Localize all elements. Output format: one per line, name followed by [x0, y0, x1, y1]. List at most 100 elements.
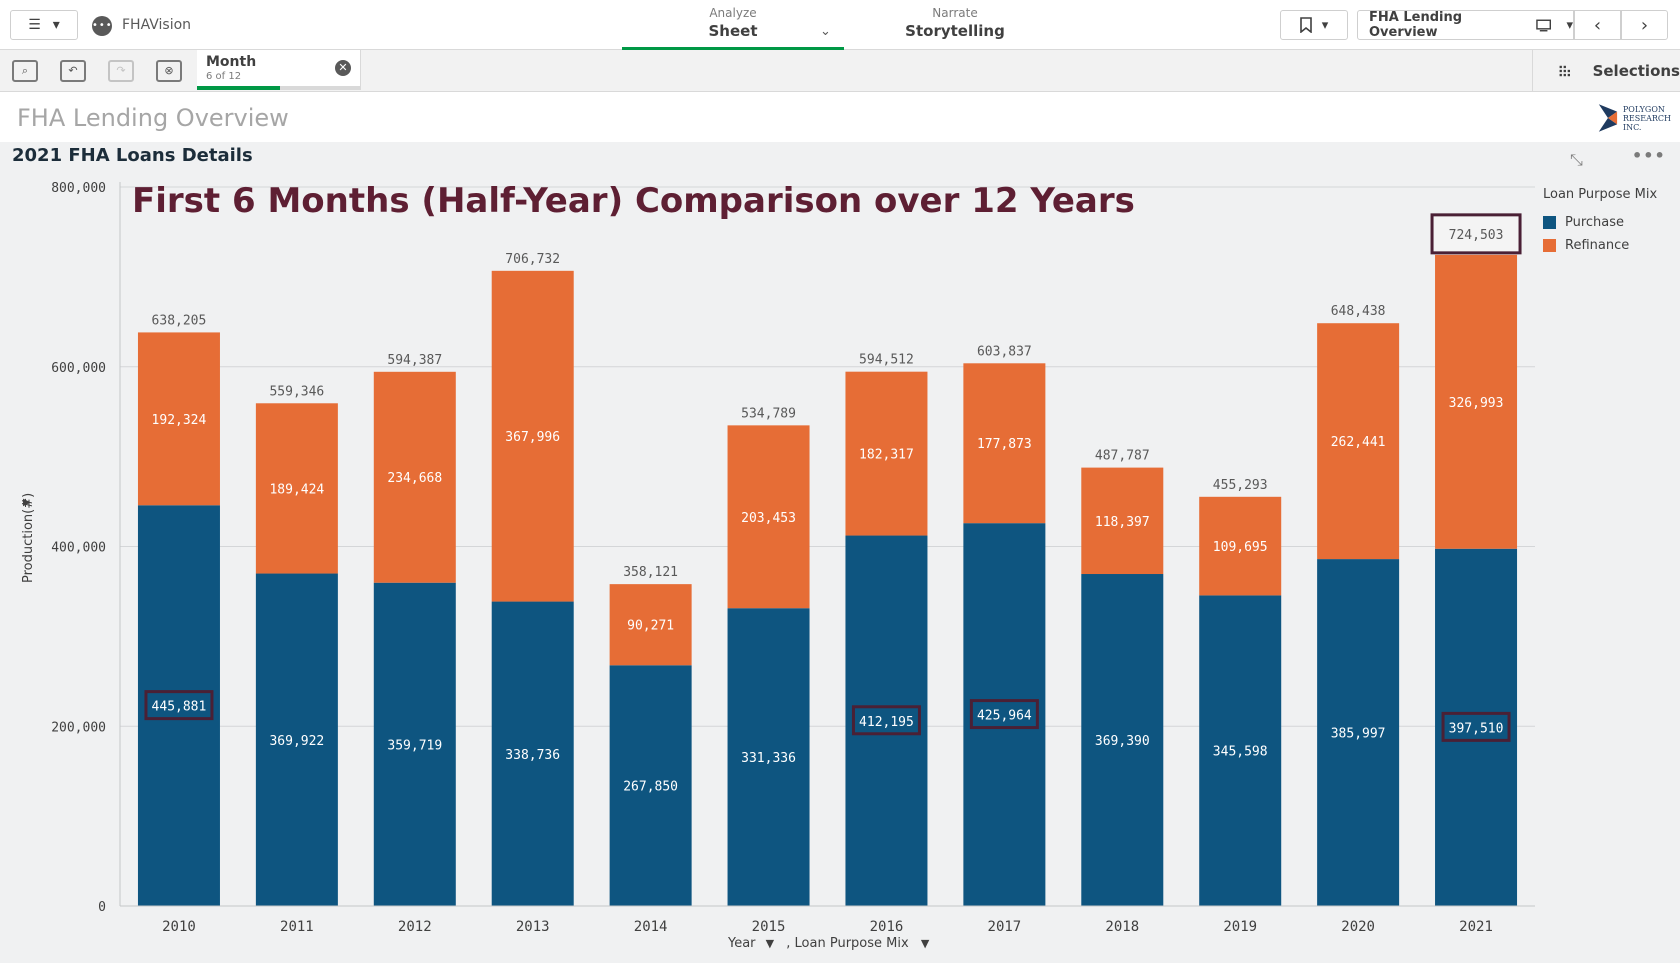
bar-refinance-2016[interactable] [845, 371, 928, 536]
x-tick-label-2017: 2017 [988, 919, 1022, 935]
bar-purchase-2016[interactable] [845, 535, 928, 906]
bar-purchase-2010[interactable] [137, 505, 220, 906]
axis-expand-icon[interactable]: ▶ [23, 497, 31, 508]
chevron-left-icon: ‹ [1593, 14, 1602, 36]
highlight-box-total-2021 [1430, 213, 1522, 255]
legend-item-refinance[interactable]: Refinance [1543, 238, 1678, 253]
data-label-refinance-2021: 326,993 [1449, 396, 1504, 411]
tab-analyze-label: Analyze [709, 6, 757, 20]
sheet-selector-label: FHA Lending Overview [1369, 10, 1463, 40]
data-label-total-2012: 594,387 [387, 353, 442, 368]
bar-refinance-2011[interactable] [255, 403, 338, 574]
top-toolbar: ☰ ▾ ••• FHAVision Analyze Sheet ⌄ Narrat… [0, 0, 1680, 50]
bookmark-icon [1299, 17, 1312, 33]
tab-analyze-sheet[interactable]: Analyze Sheet [622, 6, 844, 50]
smart-search-button[interactable]: ⌕ [12, 60, 38, 82]
next-sheet-button[interactable]: › [1621, 10, 1668, 40]
chart-overlay-title: First 6 Months (Half-Year) Comparison ov… [132, 181, 1135, 221]
caret-down-icon: ▾ [52, 17, 60, 33]
bookmark-button[interactable]: ▾ [1280, 10, 1348, 40]
data-label-refinance-2014: 90,271 [627, 619, 674, 634]
x-tick-label-2018: 2018 [1105, 919, 1139, 935]
data-label-refinance-2012: 234,668 [387, 471, 442, 486]
logo-line-1: Polygon [1622, 104, 1665, 114]
data-label-refinance-2016: 182,317 [859, 448, 914, 463]
data-label-purchase-2015: 331,336 [741, 751, 796, 766]
bar-refinance-2021[interactable] [1435, 254, 1518, 549]
chip-field-name: Month [206, 54, 257, 70]
y-tick-label: 600,000 [51, 361, 106, 376]
bar-purchase-2015[interactable] [727, 608, 810, 906]
clear-selections-icon: ⊗ [164, 64, 174, 77]
bar-refinance-2015[interactable] [727, 425, 810, 609]
app-icon: ••• [92, 16, 112, 36]
data-label-purchase-2016: 412,195 [859, 715, 914, 730]
bar-refinance-2019[interactable] [1199, 496, 1282, 596]
bar-refinance-2012[interactable] [373, 371, 456, 583]
data-label-refinance-2020: 262,441 [1331, 435, 1386, 450]
bar-refinance-2017[interactable] [963, 363, 1046, 524]
data-label-total-2019: 455,293 [1213, 478, 1268, 493]
data-label-refinance-2015: 203,453 [741, 511, 796, 526]
step-forward-button[interactable]: ↷ [108, 60, 134, 82]
tab-narrate-storytelling[interactable]: Narrate Storytelling [860, 6, 1050, 50]
search-icon: ⌕ [21, 64, 29, 77]
logo-text: Polygon Research Inc. [1623, 105, 1671, 132]
clear-selection-icon[interactable]: ✕ [335, 60, 351, 76]
bar-purchase-2018[interactable] [1081, 574, 1164, 906]
y-tick-label: 800,000 [51, 181, 106, 196]
chevron-right-icon: › [1640, 14, 1649, 36]
bar-purchase-2014[interactable] [609, 665, 692, 906]
data-label-total-2010: 638,205 [152, 313, 207, 328]
highlight-box-purchase-2017 [969, 699, 1039, 730]
collapse-icon[interactable]: ⤡ [1570, 150, 1583, 169]
more-options-icon[interactable]: ••• [1632, 146, 1666, 165]
bar-purchase-2011[interactable] [255, 573, 338, 906]
chip-count: 6 of 12 [206, 71, 242, 82]
data-label-refinance-2013: 367,996 [505, 430, 560, 445]
caret-down-icon: ▾ [1321, 17, 1329, 33]
bar-refinance-2013[interactable] [491, 270, 574, 602]
stacked-bar-chart[interactable]: 0 200,000 400,000 600,000 800,000 445,881 192,… [0, 142, 1540, 942]
y-tick-label: 400,000 [51, 541, 106, 556]
bar-refinance-2020[interactable] [1317, 323, 1400, 560]
grid-icon [1559, 65, 1570, 77]
y-axis-label[interactable]: Production(#) [21, 492, 36, 583]
previous-sheet-button[interactable]: ‹ [1574, 10, 1621, 40]
chart-legend[interactable]: Loan Purpose Mix Purchase Refinance [1543, 187, 1678, 261]
navigation-menu-button[interactable]: ☰ ▾ [10, 10, 78, 40]
bar-refinance-2014[interactable] [609, 584, 692, 666]
bar-purchase-2013[interactable] [491, 601, 574, 906]
data-label-purchase-2019: 345,598 [1213, 745, 1268, 760]
data-label-total-2015: 534,789 [741, 406, 796, 421]
x-axis-label[interactable]: Year ▼ , Loan Purpose Mix ▼ [728, 936, 929, 951]
bar-refinance-2010[interactable] [137, 332, 220, 506]
data-label-total-2011: 559,346 [269, 384, 324, 399]
bar-purchase-2017[interactable] [963, 523, 1046, 906]
data-label-total-2021: 724,503 [1449, 228, 1504, 243]
clear-all-selections-button[interactable]: ⊗ [156, 60, 182, 82]
y-tick-label: 200,000 [51, 720, 106, 735]
data-label-refinance-2010: 192,324 [152, 413, 207, 428]
x-tick-label-2012: 2012 [398, 919, 432, 935]
bar-purchase-2021[interactable] [1435, 548, 1518, 906]
app-name[interactable]: FHAVision [122, 17, 192, 33]
bar-purchase-2019[interactable] [1199, 595, 1282, 906]
data-label-total-2014: 358,121 [623, 565, 678, 580]
step-forward-icon: ↷ [116, 64, 126, 77]
highlight-box-purchase-2021 [1441, 711, 1511, 742]
logo-line-2: Research [1622, 113, 1671, 123]
legend-swatch-refinance [1543, 239, 1556, 252]
chevron-down-icon[interactable]: ⌄ [820, 24, 831, 39]
x-axis-dimension-year: Year [728, 936, 756, 951]
bar-purchase-2012[interactable] [373, 582, 456, 906]
step-back-button[interactable]: ↶ [60, 60, 86, 82]
legend-item-purchase[interactable]: Purchase [1543, 215, 1678, 230]
bar-refinance-2018[interactable] [1081, 467, 1164, 575]
x-tick-label-2021: 2021 [1459, 919, 1493, 935]
bar-purchase-2020[interactable] [1317, 559, 1400, 906]
sheet-selector[interactable]: FHA Lending Overview ▾ [1357, 10, 1574, 40]
selections-tool-button[interactable]: Selections [1532, 50, 1680, 92]
selection-chip-month[interactable]: Month 6 of 12 ✕ [197, 50, 361, 90]
data-label-refinance-2011: 189,424 [269, 482, 324, 497]
